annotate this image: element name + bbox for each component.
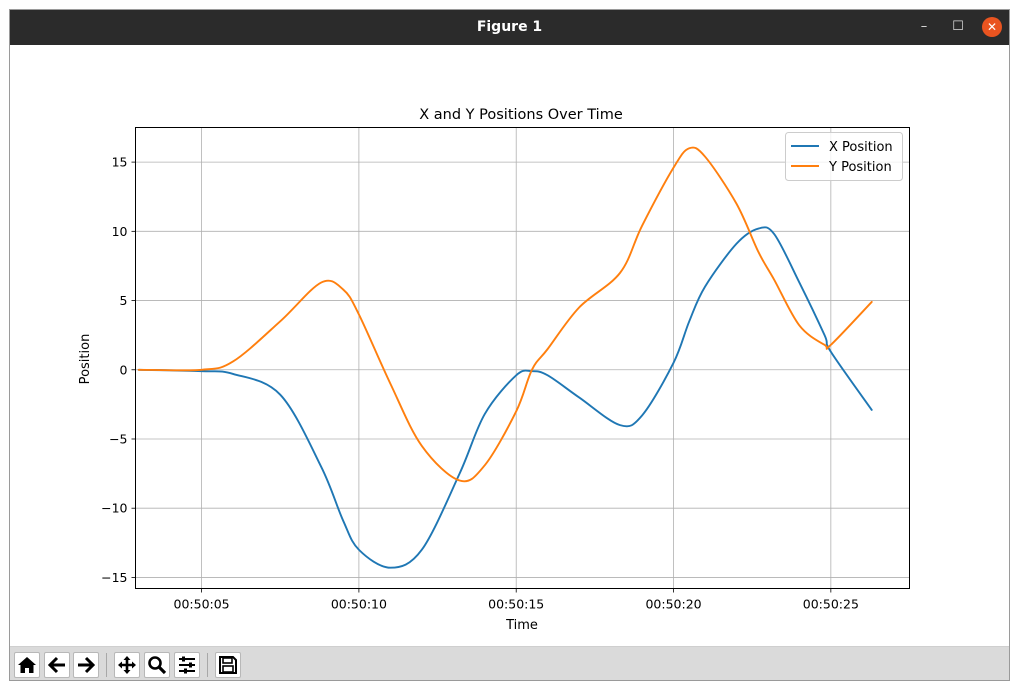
- zoom-button[interactable]: [144, 652, 170, 678]
- grid-lines: [135, 127, 910, 589]
- forward-arrow-icon: [78, 656, 96, 674]
- line-chart[interactable]: X and Y Positions Over Time 00:50:05 00:5…: [10, 45, 1009, 646]
- forward-button[interactable]: [73, 652, 99, 678]
- pan-button[interactable]: [114, 652, 140, 678]
- legend-box: [785, 132, 903, 181]
- y-tick-label: −10: [101, 501, 127, 516]
- x-tick-label: 00:50:05: [174, 597, 230, 612]
- axes-frame: [135, 127, 910, 589]
- save-button[interactable]: [215, 652, 241, 678]
- y-tick-label: 10: [112, 224, 128, 239]
- y-tick-label: −15: [101, 570, 127, 585]
- x-axis-label: Time: [505, 618, 538, 633]
- back-arrow-icon: [47, 656, 65, 674]
- y-tick-label: 5: [120, 293, 128, 308]
- axis-ticks: 00:50:05 00:50:10 00:50:15 00:50:20 00:50:25…: [101, 155, 859, 612]
- home-button[interactable]: [14, 652, 40, 678]
- y-axis-label: Position: [78, 334, 93, 385]
- series-lines: [137, 146, 873, 569]
- home-icon: [18, 657, 36, 673]
- x-tick-label: 00:50:10: [331, 597, 387, 612]
- pan-icon: [118, 656, 136, 674]
- toolbar-separator: [106, 653, 107, 677]
- window-title: Figure 1: [476, 19, 543, 35]
- series-line-y-position: [137, 146, 873, 483]
- y-tick-label: −5: [109, 431, 127, 446]
- save-icon: [219, 656, 237, 674]
- series-line-x-position: [137, 226, 873, 569]
- maximize-button[interactable]: ☐: [952, 19, 964, 34]
- navigation-toolbar: [10, 646, 1009, 680]
- legend-label-y-position: Y Position: [828, 160, 892, 175]
- x-tick-label: 00:50:15: [488, 597, 544, 612]
- subplots-config-icon: [179, 656, 195, 674]
- y-tick-label: 15: [112, 155, 128, 170]
- x-tick-label: 00:50:25: [803, 597, 859, 612]
- title-bar[interactable]: Figure 1 – ☐ ✕: [10, 10, 1009, 45]
- y-tick-label: 0: [120, 362, 128, 377]
- configure-subplots-button[interactable]: [174, 652, 200, 678]
- zoom-icon: [148, 656, 167, 675]
- plot-area[interactable]: X and Y Positions Over Time 00:50:05 00:5…: [10, 45, 1009, 646]
- toolbar-separator: [207, 653, 208, 677]
- close-button[interactable]: ✕: [982, 17, 1002, 37]
- chart-title: X and Y Positions Over Time: [419, 107, 623, 123]
- back-button[interactable]: [44, 652, 70, 678]
- x-tick-label: 00:50:20: [645, 597, 701, 612]
- legend-label-x-position: X Position: [829, 140, 893, 155]
- legend: X Position Y Position: [785, 132, 903, 181]
- minimize-button[interactable]: –: [920, 19, 928, 34]
- figure-window: Figure 1 – ☐ ✕ X and Y Positions Over Ti…: [9, 9, 1010, 681]
